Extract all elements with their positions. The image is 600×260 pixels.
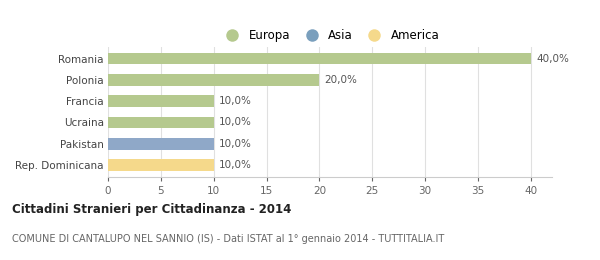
Bar bbox=[108, 74, 319, 86]
Text: 40,0%: 40,0% bbox=[536, 54, 569, 63]
Text: 10,0%: 10,0% bbox=[219, 96, 252, 106]
Bar bbox=[108, 116, 214, 128]
Bar bbox=[108, 95, 214, 107]
Text: COMUNE DI CANTALUPO NEL SANNIO (IS) - Dati ISTAT al 1° gennaio 2014 - TUTTITALIA: COMUNE DI CANTALUPO NEL SANNIO (IS) - Da… bbox=[12, 234, 444, 244]
Text: 20,0%: 20,0% bbox=[325, 75, 358, 85]
Text: 10,0%: 10,0% bbox=[219, 139, 252, 149]
Text: 10,0%: 10,0% bbox=[219, 118, 252, 127]
Bar bbox=[108, 138, 214, 150]
Text: 10,0%: 10,0% bbox=[219, 160, 252, 170]
Bar bbox=[108, 159, 214, 171]
Legend: Europa, Asia, America: Europa, Asia, America bbox=[216, 24, 444, 47]
Text: Cittadini Stranieri per Cittadinanza - 2014: Cittadini Stranieri per Cittadinanza - 2… bbox=[12, 203, 292, 216]
Bar bbox=[108, 53, 531, 64]
